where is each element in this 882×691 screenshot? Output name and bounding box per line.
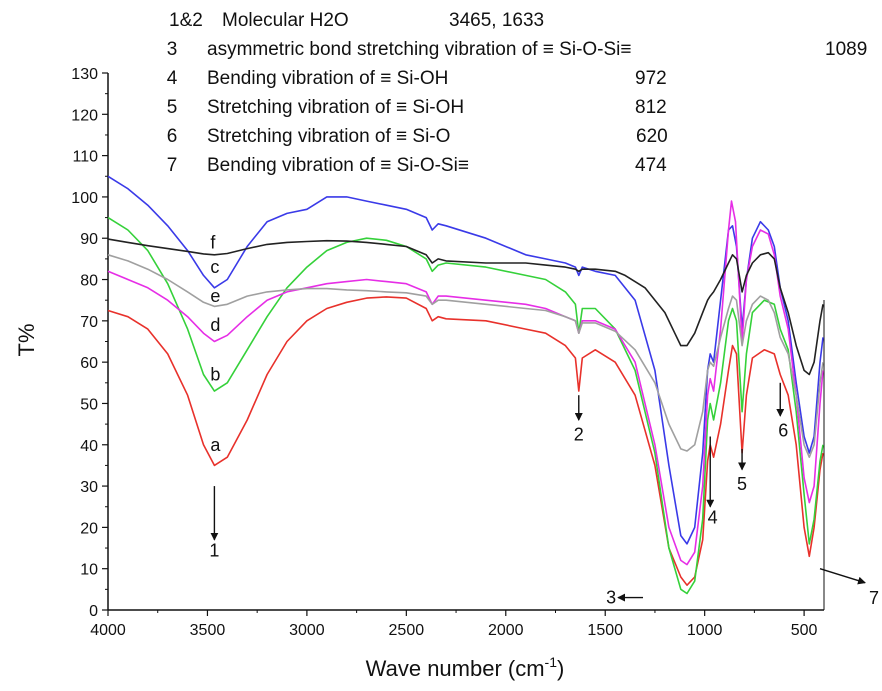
legend-wavenumber: 812 bbox=[635, 97, 667, 118]
legend-description: Stretching vibration of ≡ Si-OH bbox=[207, 97, 464, 118]
y-tick-label: 50 bbox=[80, 396, 98, 413]
x-tick-label: 2000 bbox=[488, 622, 524, 639]
x-axis-title-sup: -1 bbox=[545, 654, 558, 670]
series-label-d: d bbox=[210, 315, 220, 335]
legend-wavenumber: 1089 bbox=[825, 39, 867, 60]
series-line-c bbox=[107, 175, 824, 545]
x-tick-label: 3500 bbox=[190, 622, 226, 639]
legend-number: 6 bbox=[167, 126, 178, 147]
y-tick-label: 0 bbox=[89, 603, 98, 620]
legend-number: 7 bbox=[167, 155, 178, 176]
peak-label-1: 1 bbox=[209, 540, 219, 560]
y-tick-label: 30 bbox=[80, 479, 98, 496]
legend-wavenumber: 620 bbox=[636, 126, 668, 147]
legend-number: 5 bbox=[167, 97, 178, 118]
peak-label-7: 7 bbox=[869, 588, 879, 608]
legend-description: asymmetric bond stretching vibration of … bbox=[207, 39, 632, 60]
peak-label-2: 2 bbox=[574, 425, 584, 445]
series-lines: a b c de f bbox=[107, 175, 824, 595]
legend-wavenumber: 3465, 1633 bbox=[449, 10, 544, 31]
y-tick-label: 80 bbox=[80, 273, 98, 290]
series-line-f bbox=[107, 238, 824, 376]
x-tick-label: 500 bbox=[791, 622, 818, 639]
legend-number: 4 bbox=[167, 68, 178, 89]
legend-description: Bending vibration of ≡ Si-O-Si≡ bbox=[207, 155, 469, 176]
y-tick-label: 20 bbox=[80, 520, 98, 537]
series-line-d bbox=[107, 200, 824, 566]
series-label-e: e bbox=[210, 286, 220, 306]
y-tick-label: 120 bbox=[71, 107, 98, 124]
series-label-c: c bbox=[210, 257, 219, 277]
peak-annotations: 1 2 45 6 3 7 bbox=[209, 382, 879, 608]
legend-number: 3 bbox=[167, 39, 178, 60]
x-tick-label: 1000 bbox=[687, 622, 723, 639]
x-axis-title-close: ) bbox=[557, 656, 564, 681]
peak-assignment-legend: 1&2 Molecular H2O 3465, 1633 3 asymmetric bo… bbox=[167, 10, 868, 176]
series-label-f: f bbox=[210, 232, 216, 252]
legend-description: Molecular H2O bbox=[222, 10, 349, 31]
y-tick-label: 10 bbox=[80, 562, 98, 579]
y-tick-label: 40 bbox=[80, 438, 98, 455]
series-label-a: a bbox=[210, 435, 221, 455]
x-tick-label: 2500 bbox=[389, 622, 425, 639]
peak-label-6: 6 bbox=[778, 421, 788, 441]
legend-wavenumber: 474 bbox=[635, 155, 667, 176]
peak-label-4: 4 bbox=[708, 507, 718, 527]
y-tick-label: 130 bbox=[71, 66, 98, 83]
x-tick-label: 4000 bbox=[90, 622, 126, 639]
series-line-a bbox=[107, 296, 824, 586]
x-tick-label: 1500 bbox=[587, 622, 623, 639]
legend-description: Stretching vibration of ≡ Si-O bbox=[207, 126, 450, 147]
legend-wavenumber: 972 bbox=[635, 68, 667, 89]
peak-label-5: 5 bbox=[737, 474, 747, 494]
series-label-b: b bbox=[210, 365, 220, 385]
series-line-b bbox=[107, 216, 824, 595]
x-tick-label: 3000 bbox=[289, 622, 325, 639]
y-tick-label: 110 bbox=[72, 149, 98, 166]
x-axis-title-main: Wave number (cm bbox=[366, 656, 545, 681]
peak-label-3: 3 bbox=[606, 588, 616, 608]
y-axis-title: T% bbox=[14, 324, 39, 357]
y-tick-label: 60 bbox=[80, 355, 98, 372]
y-tick-label: 100 bbox=[71, 190, 98, 207]
series-line-e bbox=[107, 254, 824, 458]
y-tick-label: 70 bbox=[80, 314, 98, 331]
peak-arrow-7 bbox=[819, 568, 866, 585]
legend-description: Bending vibration of ≡ Si-OH bbox=[207, 68, 448, 89]
legend-number: 1&2 bbox=[169, 10, 203, 31]
x-axis-title: Wave number (cm-1) bbox=[366, 654, 565, 681]
y-tick-label: 90 bbox=[80, 231, 98, 248]
